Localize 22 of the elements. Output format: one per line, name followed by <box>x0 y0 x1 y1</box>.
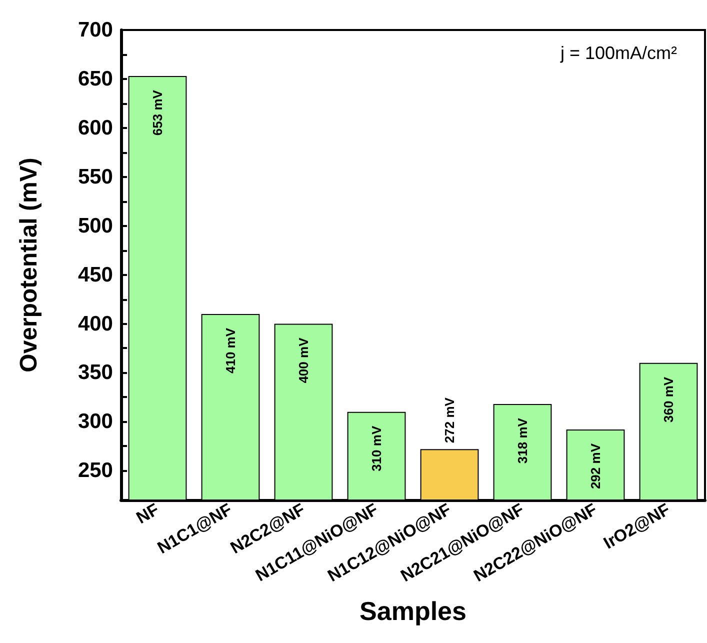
y-tick-label: 500 <box>78 214 113 238</box>
data-label: 272 mV <box>442 397 457 444</box>
y-tick-label: 350 <box>78 361 113 384</box>
data-label: 653 mV <box>150 90 165 136</box>
annotation: j = 100mA/cm² <box>559 43 678 63</box>
data-label: 292 mV <box>588 443 603 490</box>
data-label: 360 mV <box>661 376 676 422</box>
data-label: 318 mV <box>515 418 530 464</box>
y-tick-label: 600 <box>78 116 113 140</box>
y-tick-label: 550 <box>78 165 113 188</box>
data-label: 410 mV <box>223 328 238 374</box>
y-tick-label: 700 <box>78 18 113 42</box>
y-tick-label: 400 <box>78 312 113 336</box>
data-label: 400 mV <box>296 337 311 384</box>
y-tick-label: 250 <box>78 459 113 482</box>
data-label: 310 mV <box>369 426 384 472</box>
x-tick-label: NF <box>133 500 162 528</box>
y-tick-label: 300 <box>78 410 113 434</box>
y-tick-label: 450 <box>78 263 113 286</box>
y-axis-title: Overpotential (mV) <box>16 158 42 372</box>
y-tick-label: 650 <box>78 67 113 90</box>
x-axis-title: Samples <box>360 596 466 626</box>
